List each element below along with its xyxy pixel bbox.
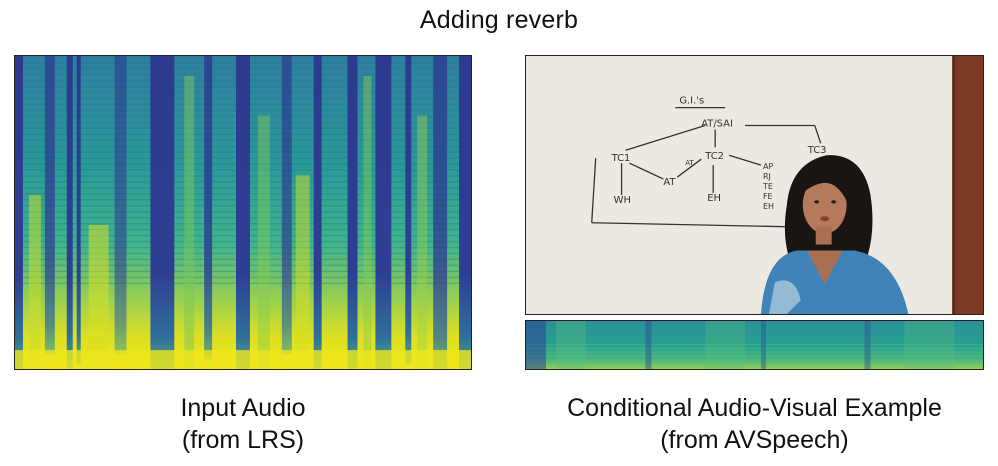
video-frame: G.I.'s AT/SAI TC1 TC2 TC3 AT AT WH EH AP… bbox=[525, 55, 984, 315]
svg-text:EH: EH bbox=[763, 202, 774, 211]
door bbox=[954, 56, 983, 314]
spectrogram-left-image bbox=[15, 56, 471, 369]
input-audio-caption: Input Audio (from LRS) bbox=[14, 392, 472, 456]
svg-text:WH: WH bbox=[614, 195, 631, 206]
wb-heading: G.I.'s bbox=[679, 96, 704, 107]
figure-title: Adding reverb bbox=[419, 6, 579, 34]
svg-text:EH: EH bbox=[707, 193, 721, 204]
input-audio-spectrogram bbox=[14, 55, 472, 370]
spectrogram-right-image bbox=[526, 321, 983, 369]
svg-text:AT: AT bbox=[685, 159, 694, 167]
whiteboard-diagram bbox=[591, 106, 822, 228]
input-audio-caption-line2: (from LRS) bbox=[181, 426, 305, 454]
conditional-example-caption-line1: Conditional Audio-Visual Example bbox=[567, 394, 942, 422]
svg-text:TC2: TC2 bbox=[704, 151, 724, 162]
svg-text:TC3: TC3 bbox=[807, 145, 827, 156]
input-audio-caption-line1: Input Audio bbox=[180, 394, 306, 422]
presenter bbox=[760, 155, 909, 314]
svg-text:TC1: TC1 bbox=[611, 153, 631, 164]
wb-top-node: AT/SAI bbox=[701, 118, 733, 129]
svg-text:RJ: RJ bbox=[763, 172, 771, 181]
svg-text:AP: AP bbox=[763, 162, 773, 171]
lecture-video-still: G.I.'s AT/SAI TC1 TC2 TC3 AT AT WH EH AP… bbox=[526, 56, 983, 314]
svg-text:FE: FE bbox=[763, 192, 773, 201]
svg-text:AT: AT bbox=[663, 177, 676, 188]
conditional-example-caption-line2: (from AVSpeech) bbox=[660, 426, 849, 454]
conditional-example-caption: Conditional Audio-Visual Example (from A… bbox=[515, 392, 994, 456]
svg-text:TE: TE bbox=[762, 182, 773, 191]
conditional-audio-spectrogram bbox=[525, 320, 984, 370]
